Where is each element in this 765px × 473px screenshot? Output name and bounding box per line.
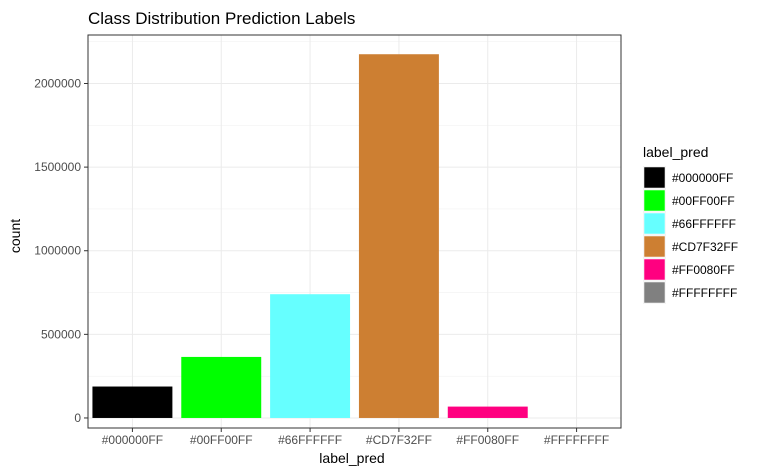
x-tick-label: #CD7F32FF xyxy=(366,433,432,447)
legend-label: #FFFFFFFF xyxy=(672,286,737,300)
legend-key xyxy=(643,258,666,281)
y-tick-label: 500000 xyxy=(41,327,81,341)
legend-label: #66FFFFFF xyxy=(672,217,736,231)
bar-ff0080ff xyxy=(447,406,528,418)
x-axis-title: label_pred xyxy=(319,450,384,466)
legend-key xyxy=(643,281,666,304)
x-tick-label: #FF0080FF xyxy=(456,433,519,447)
legend-label: #CD7F32FF xyxy=(672,240,738,254)
plot-panel-border xyxy=(87,34,622,429)
bar-000000ff xyxy=(92,386,173,418)
legend-label: #000000FF xyxy=(672,171,733,185)
legend-label: #FF0080FF xyxy=(672,263,735,277)
x-tick-label: #FFFFFFFF xyxy=(544,433,609,447)
legend-key xyxy=(643,166,666,189)
y-axis-title: count xyxy=(7,219,23,253)
bar-66ffffff xyxy=(270,294,351,418)
y-tick-label: 0 xyxy=(74,411,81,425)
minor-gridlines xyxy=(88,41,621,377)
major-gridlines xyxy=(88,35,621,428)
legend-key xyxy=(643,189,666,212)
y-tick-label: 1000000 xyxy=(34,244,81,258)
x-axis-ticks: #000000FF #00FF00FF #66FFFFFF #CD7F32FF #FF0… xyxy=(102,428,609,447)
x-tick-label: #000000FF xyxy=(102,433,163,447)
x-tick-label: #00FF00FF xyxy=(190,433,253,447)
legend-key xyxy=(643,212,666,235)
x-tick-label: #66FFFFFF xyxy=(278,433,342,447)
bars xyxy=(92,54,528,418)
bar-00ff00ff xyxy=(181,356,262,418)
chart-title: Class Distribution Prediction Labels xyxy=(88,9,355,28)
y-tick-label: 1500000 xyxy=(34,160,81,174)
legend-entries: #000000FF #00FF00FF #66FFFFFF #CD7F32FF #FF0… xyxy=(643,166,738,304)
legend-key xyxy=(643,235,666,258)
bar-cd7f32ff xyxy=(358,54,439,418)
legend-label: #00FF00FF xyxy=(672,194,735,208)
legend-title: label_pred xyxy=(643,144,708,160)
y-axis-ticks: 0 500000 1000000 1500000 2000000 xyxy=(34,76,88,425)
legend: label_pred #000000FF #00FF00FF #66FFFFFF #C… xyxy=(643,144,738,304)
y-tick-label: 2000000 xyxy=(34,76,81,90)
